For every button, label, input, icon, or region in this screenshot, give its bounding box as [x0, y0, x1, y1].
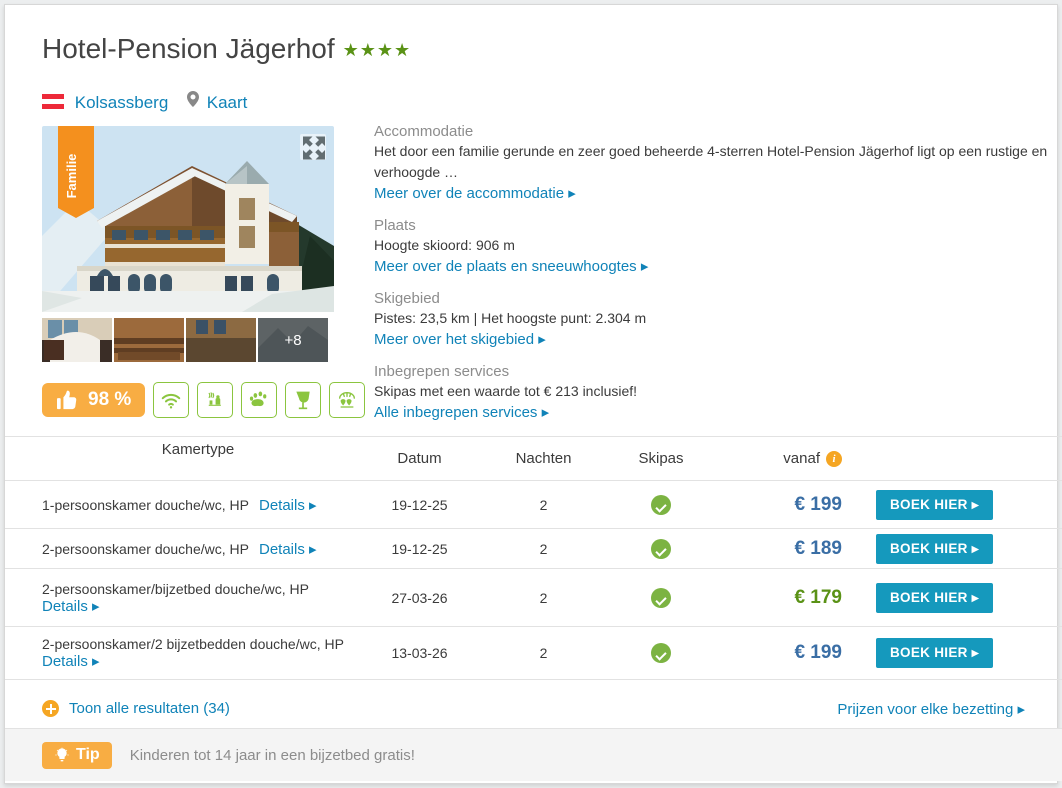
svg-text:Familie: Familie [64, 154, 79, 199]
